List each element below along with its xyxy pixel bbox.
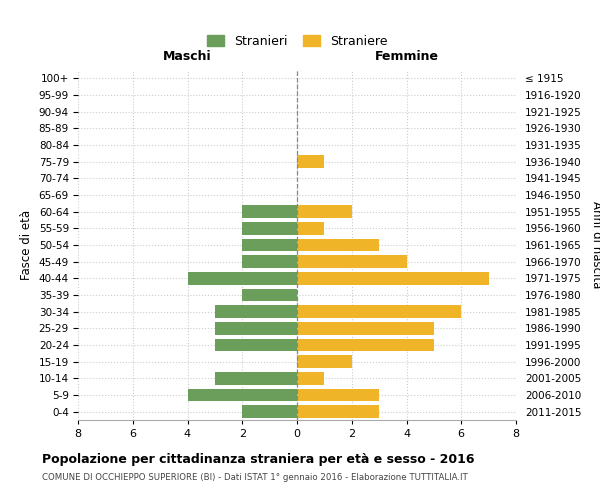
Text: Maschi: Maschi bbox=[163, 50, 212, 63]
Y-axis label: Anni di nascita: Anni di nascita bbox=[590, 202, 600, 288]
Bar bbox=[242, 288, 297, 301]
Bar bbox=[215, 372, 297, 384]
Bar bbox=[297, 156, 325, 168]
Bar bbox=[297, 206, 352, 218]
Bar bbox=[215, 322, 297, 334]
Bar bbox=[297, 222, 325, 234]
Bar bbox=[215, 338, 297, 351]
Bar bbox=[242, 256, 297, 268]
Legend: Stranieri, Straniere: Stranieri, Straniere bbox=[203, 31, 391, 52]
Y-axis label: Fasce di età: Fasce di età bbox=[20, 210, 33, 280]
Bar bbox=[242, 222, 297, 234]
Bar bbox=[242, 206, 297, 218]
Bar bbox=[242, 239, 297, 251]
Bar bbox=[297, 406, 379, 418]
Text: COMUNE DI OCCHIEPPO SUPERIORE (BI) - Dati ISTAT 1° gennaio 2016 - Elaborazione T: COMUNE DI OCCHIEPPO SUPERIORE (BI) - Dat… bbox=[42, 472, 468, 482]
Bar bbox=[297, 338, 434, 351]
Bar bbox=[297, 306, 461, 318]
Bar bbox=[297, 388, 379, 401]
Bar bbox=[187, 388, 297, 401]
Bar bbox=[242, 406, 297, 418]
Bar bbox=[215, 306, 297, 318]
Bar bbox=[297, 239, 379, 251]
Bar bbox=[297, 256, 407, 268]
Bar bbox=[297, 356, 352, 368]
Bar bbox=[297, 272, 488, 284]
Bar bbox=[297, 372, 325, 384]
Bar bbox=[187, 272, 297, 284]
Text: Popolazione per cittadinanza straniera per età e sesso - 2016: Popolazione per cittadinanza straniera p… bbox=[42, 452, 475, 466]
Text: Femmine: Femmine bbox=[374, 50, 439, 63]
Bar bbox=[297, 322, 434, 334]
